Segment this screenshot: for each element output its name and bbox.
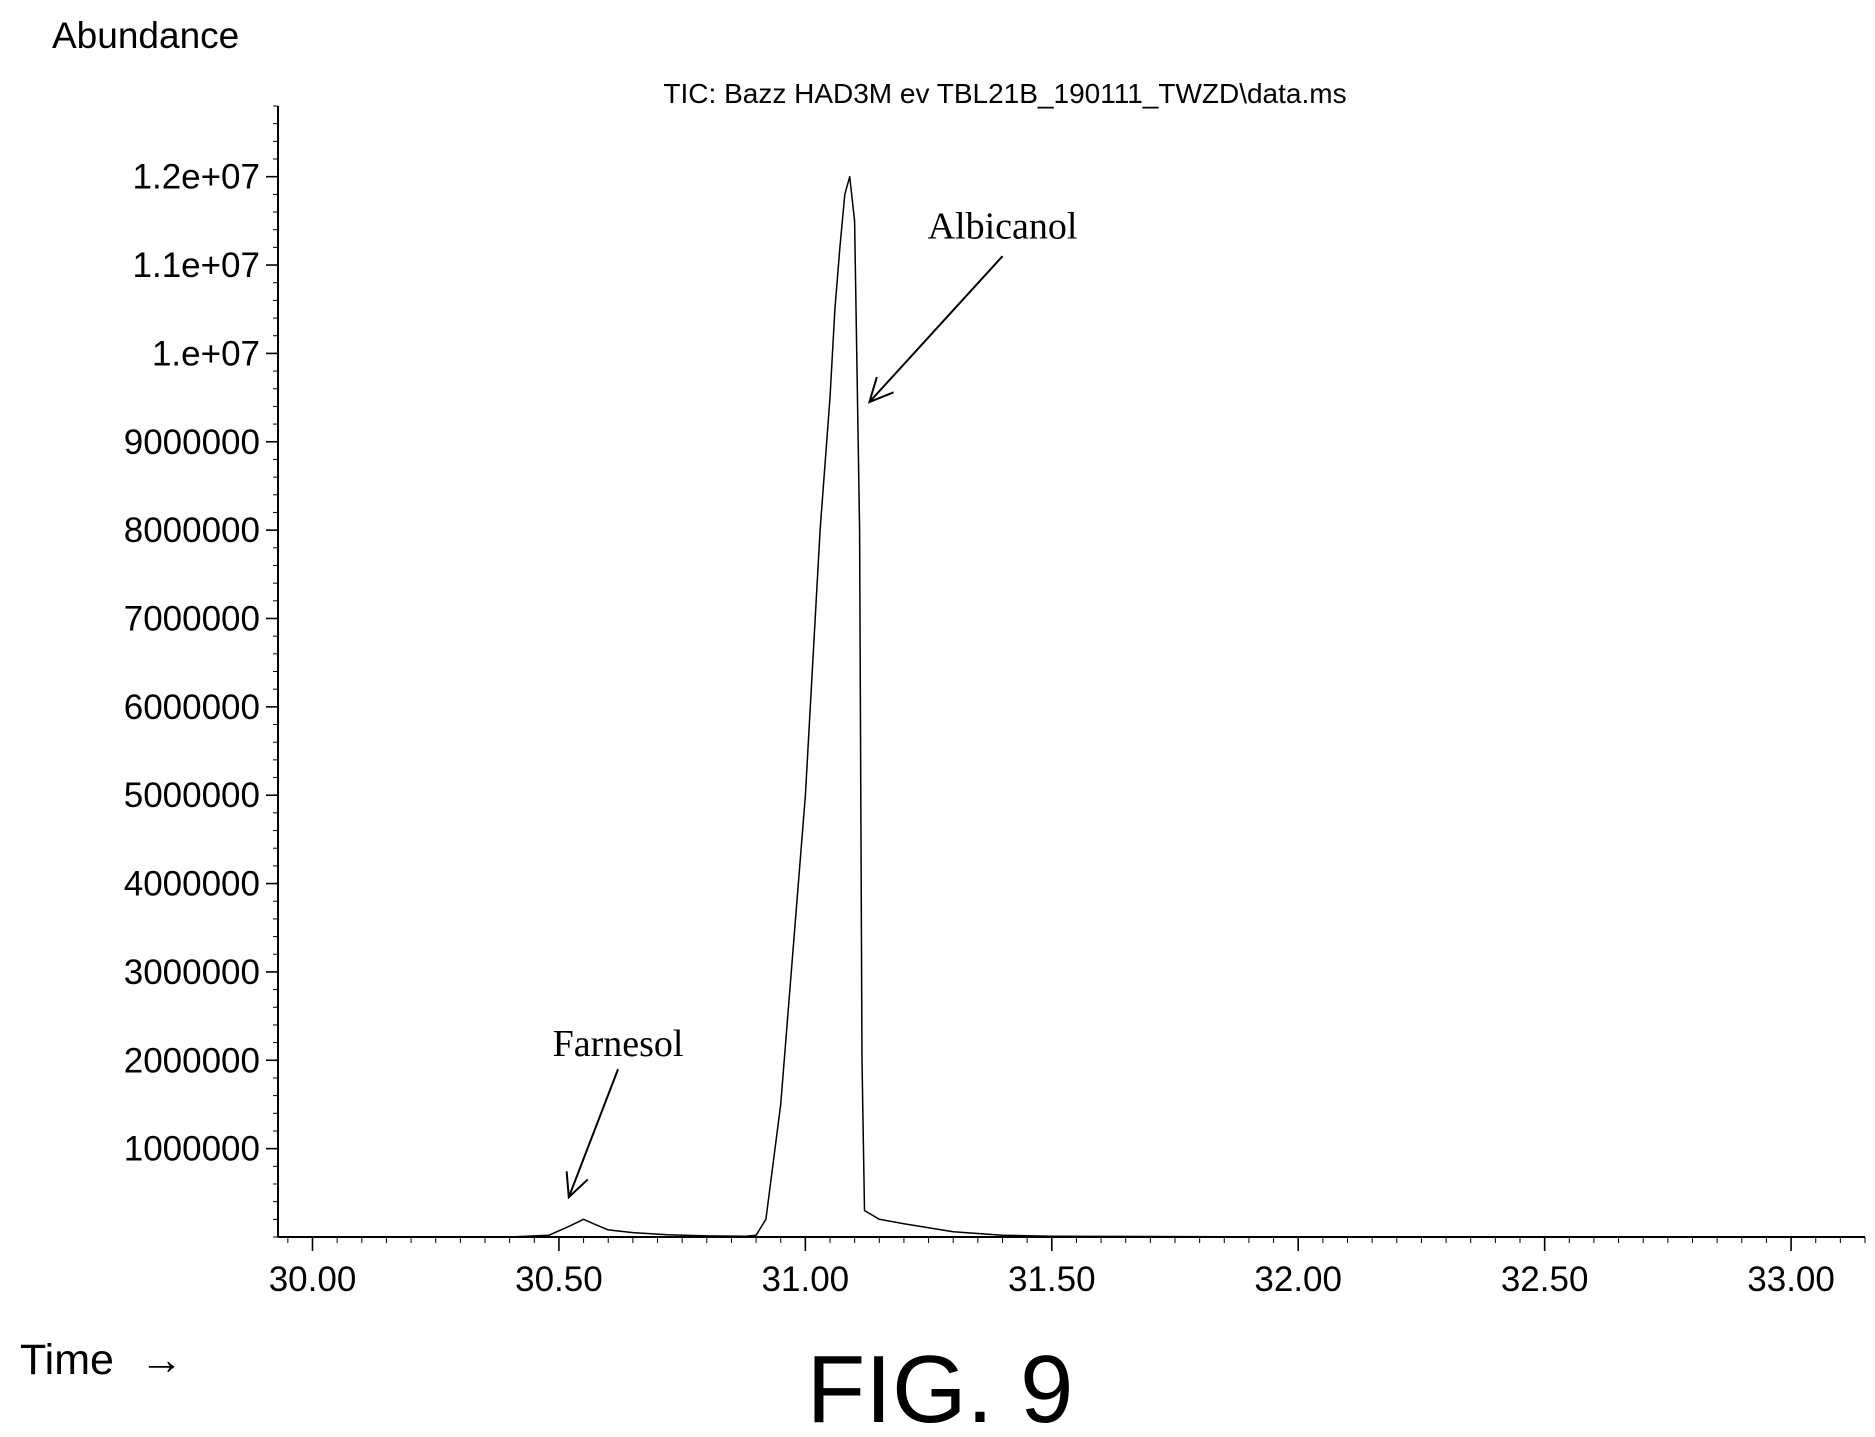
tic-trace-line <box>278 175 1865 1238</box>
y-tick-label: 5000000 <box>124 776 260 815</box>
axes: 1000000 2000000 3000000 4000000 5000000 60000… <box>124 105 1866 1299</box>
y-tick-label: 1.1e+07 <box>133 246 261 285</box>
x-tick-label: 32.00 <box>1254 1260 1342 1299</box>
y-tick-label: 1000000 <box>124 1130 260 1169</box>
x-tick-label: 31.50 <box>1008 1260 1096 1299</box>
series-layer <box>278 175 1865 1238</box>
y-tick-label: 6000000 <box>124 688 260 727</box>
annotation-layer: Albicanol Farnesol <box>553 206 1078 1200</box>
y-tick-label: 8000000 <box>124 511 260 550</box>
annotation-label: Farnesol <box>553 1023 684 1065</box>
annotation-label: Albicanol <box>928 206 1078 248</box>
y-tick-label: 7000000 <box>124 599 260 638</box>
annotation-arrow-head <box>565 1171 589 1200</box>
y-tick-label: 9000000 <box>124 423 260 462</box>
x-tick-label: 30.50 <box>515 1260 603 1299</box>
x-tick-label: 30.00 <box>269 1260 357 1299</box>
annotation-arrow-line <box>567 1068 620 1198</box>
x-tick-label: 33.00 <box>1747 1260 1835 1299</box>
x-axis-label: Time <box>20 1336 114 1384</box>
x-tick-label: 32.50 <box>1501 1260 1589 1299</box>
x-tick-label: 31.00 <box>762 1260 850 1299</box>
y-tick-label: 3000000 <box>124 953 260 992</box>
y-tick-label: 2000000 <box>124 1041 260 1080</box>
y-tick-label: 1.2e+07 <box>133 158 261 197</box>
chart-title: TIC: Bazz HAD3M ev TBL21B_190111_TWZD\da… <box>663 78 1346 109</box>
annotation-arrow-line <box>868 255 1004 403</box>
annotation-arrow-head <box>867 376 894 404</box>
y-tick-label: 1.e+07 <box>152 334 260 373</box>
x-axis-arrow: → <box>140 1336 183 1384</box>
figure-caption: FIG. 9 <box>807 1336 1074 1437</box>
y-tick-label: 4000000 <box>124 865 260 904</box>
y-axis-label: Abundance <box>52 15 239 56</box>
